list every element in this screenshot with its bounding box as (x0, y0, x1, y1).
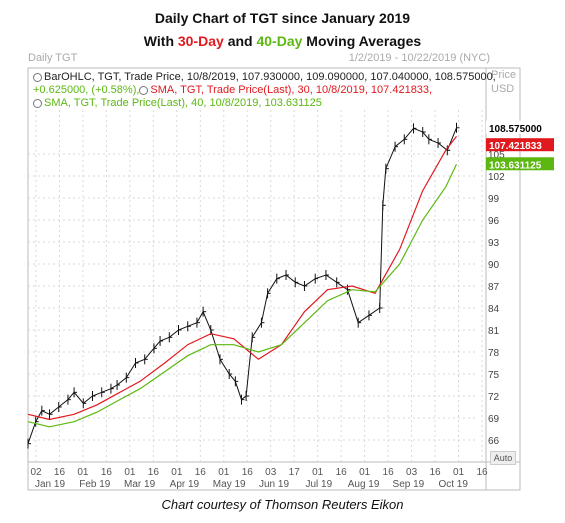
x-tick-label: 01 (312, 467, 324, 478)
legend-bar-ohlc: BarOHLC, TGT, Trade Price, 10/8/2019, 10… (33, 71, 496, 83)
x-month-label: Sep 19 (393, 479, 425, 490)
chart-credit: Chart courtesy of Thomson Reuters Eikon (161, 497, 404, 512)
svg-text:103.631125: 103.631125 (489, 160, 542, 171)
y-tick-label: 96 (488, 216, 500, 227)
y-tick-label: 66 (488, 436, 500, 447)
x-tick-label: 03 (265, 467, 277, 478)
x-tick-label: 17 (289, 467, 301, 478)
y-tick-label: 99 (488, 194, 500, 205)
x-month-label: Jul 19 (305, 479, 332, 490)
legend-sma40: SMA, TGT, Trade Price(Last), 40, 10/8/20… (33, 97, 322, 109)
x-month-label: May 19 (213, 479, 246, 490)
y-tick-label: 105 (488, 150, 505, 161)
x-tick-label: 16 (429, 467, 441, 478)
svg-text:107.421833: 107.421833 (489, 141, 542, 152)
legend-line2: +0.625000, (+0.58%), SMA, TGT, Trade Pric… (33, 84, 432, 96)
subtitle-part: Moving Averages (302, 33, 422, 49)
x-tick-label: 03 (406, 467, 418, 478)
chart-frame (27, 67, 521, 491)
y-tick-label: 84 (488, 304, 500, 315)
x-month-label: Mar 19 (124, 479, 156, 490)
y-tick-label: 72 (488, 392, 500, 403)
subtitle-part: With (143, 33, 178, 49)
date-range-label: 1/2/2019 - 10/22/2019 (NYC) (348, 52, 490, 64)
price-axis-label: Price (491, 69, 517, 81)
sma30-value-tag: 107.421833 (486, 138, 554, 152)
x-month-label: Feb 19 (79, 479, 111, 490)
y-tick-label: 78 (488, 348, 500, 359)
y-tick-label: 93 (488, 238, 500, 249)
y-tick-label: 69 (488, 414, 500, 425)
x-month-label: Aug 19 (348, 479, 380, 490)
x-tick-label: 01 (218, 467, 230, 478)
x-month-label: Jun 19 (259, 479, 289, 490)
legend-sma30-text: SMA, TGT, Trade Price(Last), 30, 10/8/20… (150, 84, 433, 96)
x-tick-label: 16 (195, 467, 207, 478)
symbol-label: Daily TGT (28, 52, 78, 64)
svg-text:108.575000: 108.575000 (489, 124, 542, 135)
x-tick-label: 01 (453, 467, 465, 478)
x-tick-label: 02 (30, 467, 42, 478)
x-tick-label: 16 (383, 467, 395, 478)
x-tick-label: 16 (54, 467, 66, 478)
legend-ohlc-text: BarOHLC, TGT, Trade Price, 10/8/2019, 10… (44, 71, 496, 83)
last-price-tag: 108.575000 (486, 120, 554, 135)
chart-title: Daily Chart of TGT since January 2019 (154, 10, 411, 26)
chart-subtitle: With 30-Day and 40-Day Moving Averages (0, 33, 565, 49)
subtitle-part: and (223, 33, 257, 49)
legend-sma40-icon (33, 98, 42, 108)
x-tick-label: 16 (476, 467, 488, 478)
sma30-line (27, 136, 457, 421)
legend-change-text: +0.625000, (+0.58%), (33, 84, 140, 96)
y-tick-label: 75 (488, 370, 500, 381)
legend-sma40-text: SMA, TGT, Trade Price(Last), 40, 10/8/20… (44, 97, 322, 109)
legend-sma30-icon (139, 85, 149, 95)
y-tick-label: 81 (488, 326, 500, 337)
x-tick-label: 16 (101, 467, 113, 478)
auto-scale-button[interactable]: Auto (490, 451, 516, 465)
subtitle-sma30: 30-Day (177, 33, 224, 49)
sma40-line (27, 164, 458, 428)
y-tick-label: 102 (488, 172, 505, 183)
x-tick-label: 01 (77, 467, 89, 478)
x-tick-label: 16 (148, 467, 160, 478)
y-tick-label: 90 (488, 260, 500, 271)
x-tick-label: 01 (359, 467, 371, 478)
x-tick-label: 16 (336, 467, 348, 478)
x-month-label: Oct 19 (438, 479, 468, 490)
currency-axis-label: USD (491, 83, 515, 95)
y-tick-label: 87 (488, 282, 500, 293)
chart-header: Daily TGT 1/2/2019 - 10/22/2019 (NYC) (28, 52, 490, 66)
subtitle-sma40: 40-Day (256, 33, 303, 49)
legend-ohlc-icon (33, 72, 42, 82)
x-month-label: Apr 19 (170, 479, 200, 490)
x-tick-label: 01 (171, 467, 183, 478)
x-tick-label: 01 (124, 467, 136, 478)
x-month-label: Jan 19 (35, 479, 65, 490)
x-tick-label: 16 (242, 467, 254, 478)
price-series-line (27, 127, 457, 444)
sma40-value-tag: 103.631125 (486, 157, 554, 171)
